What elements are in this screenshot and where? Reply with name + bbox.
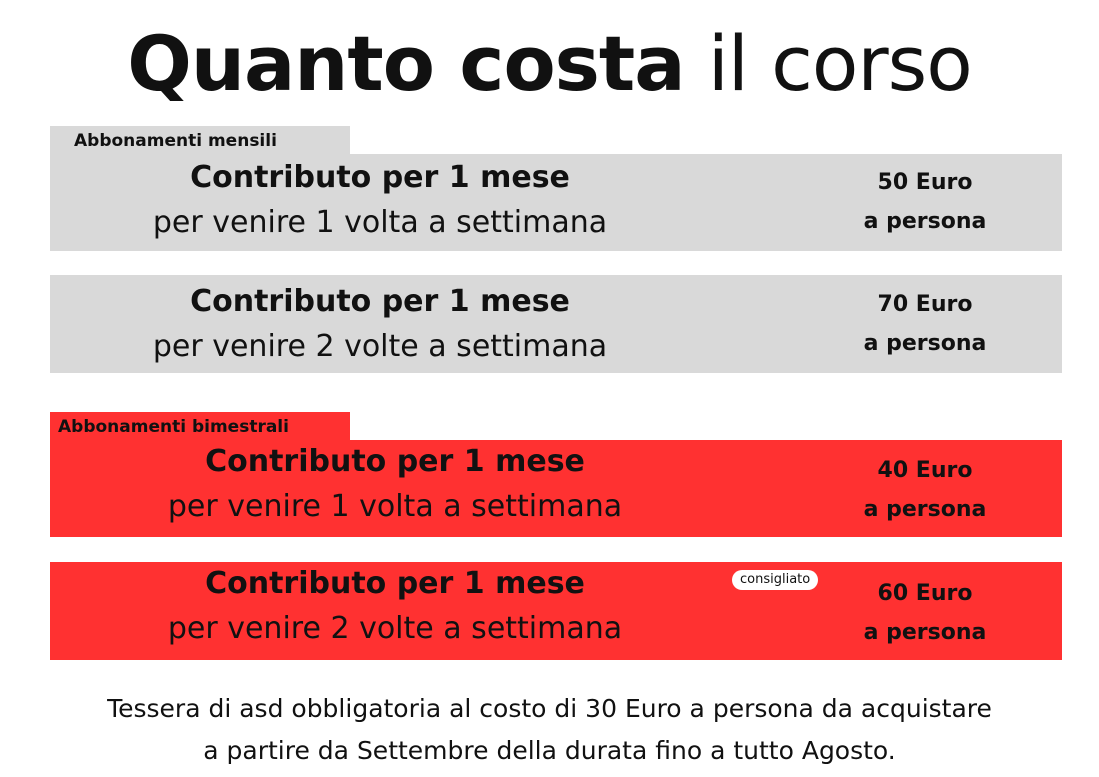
price-card-monthly-2x: Contributo per 1 mese per venire 2 volte… [50,275,1062,373]
page-title-bold: Quanto costa [127,19,685,108]
card-description: Contributo per 1 mese per venire 2 volte… [50,280,710,370]
section-label-monthly: Abbonamenti mensili [50,126,350,156]
price-amount: 40 Euro [877,458,973,483]
page-title: Quanto costa il corso [0,14,1099,114]
card-description: Contributo per 1 mese per venire 1 volta… [50,156,710,246]
card-heading: Contributo per 1 mese [205,566,585,601]
card-price: 60 Euro a persona [840,574,1010,652]
price-amount: 50 Euro [877,170,973,195]
membership-note-line-1: Tessera di asd obbligatoria al costo di … [107,694,992,723]
membership-note-line-2: a partire da Settembre della durata fino… [203,736,896,765]
card-detail: per venire 1 volta a settimana [152,205,608,240]
price-unit: a persona [863,497,987,522]
card-heading: Contributo per 1 mese [190,160,570,195]
price-card-bimonthly-2x: Contributo per 1 mese per venire 2 volte… [50,562,1062,660]
page-title-light: il corso [707,19,973,108]
card-price: 50 Euro a persona [840,163,1010,241]
card-heading: Contributo per 1 mese [190,284,570,319]
price-unit: a persona [863,209,987,234]
card-detail: per venire 2 volte a settimana [152,329,608,364]
price-unit: a persona [863,620,987,645]
price-amount: 70 Euro [877,292,973,317]
card-price: 40 Euro a persona [840,451,1010,529]
card-detail: per venire 1 volta a settimana [167,489,623,524]
recommended-badge: consigliato [732,570,819,590]
card-price: 70 Euro a persona [840,285,1010,363]
price-amount: 60 Euro [877,581,973,606]
card-description: Contributo per 1 mese per venire 1 volta… [50,440,740,530]
section-label-bimonthly: Abbonamenti bimestrali [50,412,350,442]
price-card-monthly-1x: Contributo per 1 mese per venire 1 volta… [50,154,1062,251]
price-card-bimonthly-1x: Contributo per 1 mese per venire 1 volta… [50,440,1062,537]
card-description: Contributo per 1 mese per venire 2 volte… [50,562,740,652]
card-detail: per venire 2 volte a settimana [167,611,623,646]
price-unit: a persona [863,331,987,356]
membership-note: Tessera di asd obbligatoria al costo di … [0,688,1099,772]
card-heading: Contributo per 1 mese [205,444,585,479]
